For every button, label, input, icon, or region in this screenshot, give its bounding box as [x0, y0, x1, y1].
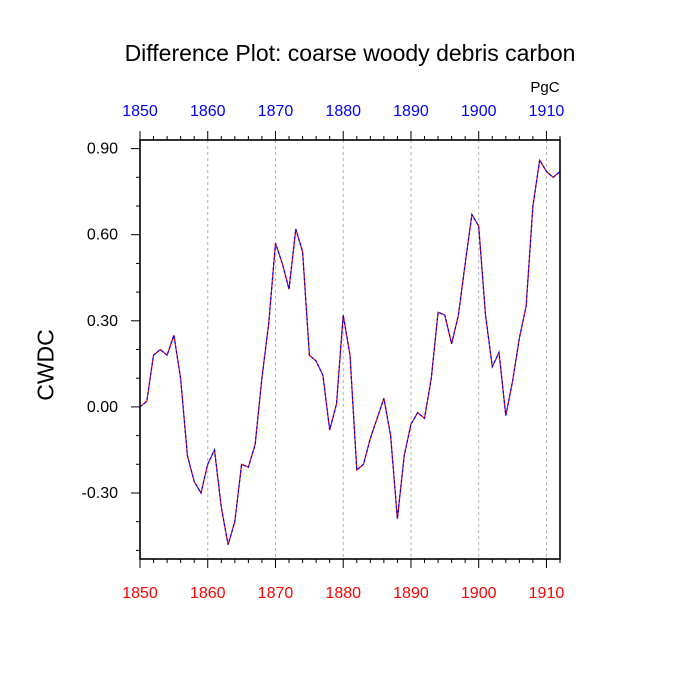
y-tick-label: -0.30	[82, 485, 119, 502]
x-tick-label-top: 1860	[190, 103, 226, 120]
x-tick-label-top: 1910	[529, 103, 565, 120]
x-tick-label: 1880	[325, 585, 361, 602]
series-line-dashed	[139, 158, 561, 545]
x-tick-label-top: 1850	[122, 103, 158, 120]
x-tick-label: 1870	[258, 585, 294, 602]
units-label: PgC	[530, 79, 560, 96]
x-tick-label-top: 1900	[461, 103, 497, 120]
x-tick-label-top: 1890	[393, 103, 429, 120]
x-tick-label-top: 1880	[325, 103, 361, 120]
x-tick-label: 1900	[461, 585, 497, 602]
x-tick-label: 1860	[190, 585, 226, 602]
y-tick-label: 0.60	[87, 227, 118, 244]
y-tick-label: 0.90	[87, 141, 118, 158]
y-tick-label: 0.00	[87, 399, 118, 416]
x-tick-label: 1890	[393, 585, 429, 602]
x-tick-label: 1910	[529, 585, 565, 602]
plot-frame	[139, 139, 561, 560]
chart-title: Difference Plot: coarse woody debris car…	[124, 40, 576, 66]
x-tick-label-top: 1870	[258, 103, 294, 120]
x-tick-label: 1850	[122, 585, 158, 602]
y-tick-label: 0.30	[87, 313, 118, 330]
